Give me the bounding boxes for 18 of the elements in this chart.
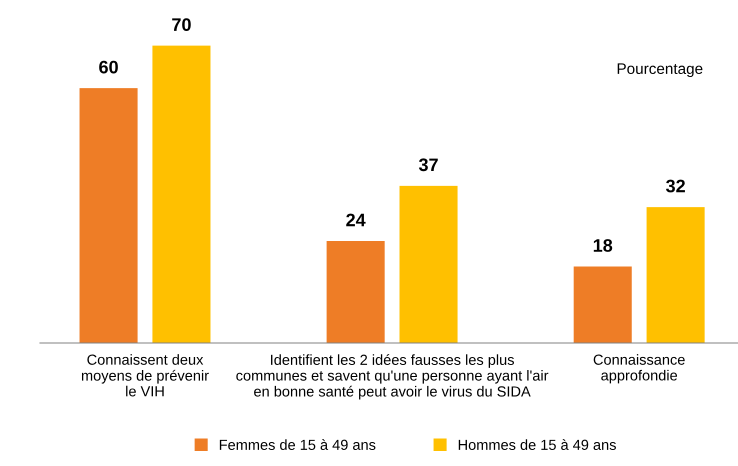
bar bbox=[400, 186, 458, 343]
legend-label: Hommes de 15 à 49 ans bbox=[458, 439, 616, 450]
x-tick-label: Connaissance approfondie bbox=[594, 354, 685, 384]
bar bbox=[152, 46, 210, 343]
x-tick-label: Connaissent deux moyens de prévenir le VIH bbox=[82, 354, 209, 396]
data-label: 70 bbox=[172, 18, 191, 31]
bar bbox=[326, 241, 385, 343]
x-tick-label: Identifient les 2 idées fausses les plus communes et savent qu'une personne ayant l'air en bonne santé peut avoir le virus du SIDA bbox=[236, 354, 548, 400]
data-label: 18 bbox=[594, 239, 612, 252]
bar bbox=[80, 88, 138, 343]
data-label: 37 bbox=[418, 158, 438, 172]
bar bbox=[574, 266, 632, 343]
data-label: 60 bbox=[99, 60, 118, 74]
bar bbox=[646, 207, 705, 343]
data-label: 32 bbox=[666, 180, 685, 192]
annotation: Pourcentage bbox=[618, 63, 702, 78]
legend-label: Femmes de 15 à 49 ans bbox=[220, 439, 376, 450]
data-label: 24 bbox=[346, 214, 366, 226]
